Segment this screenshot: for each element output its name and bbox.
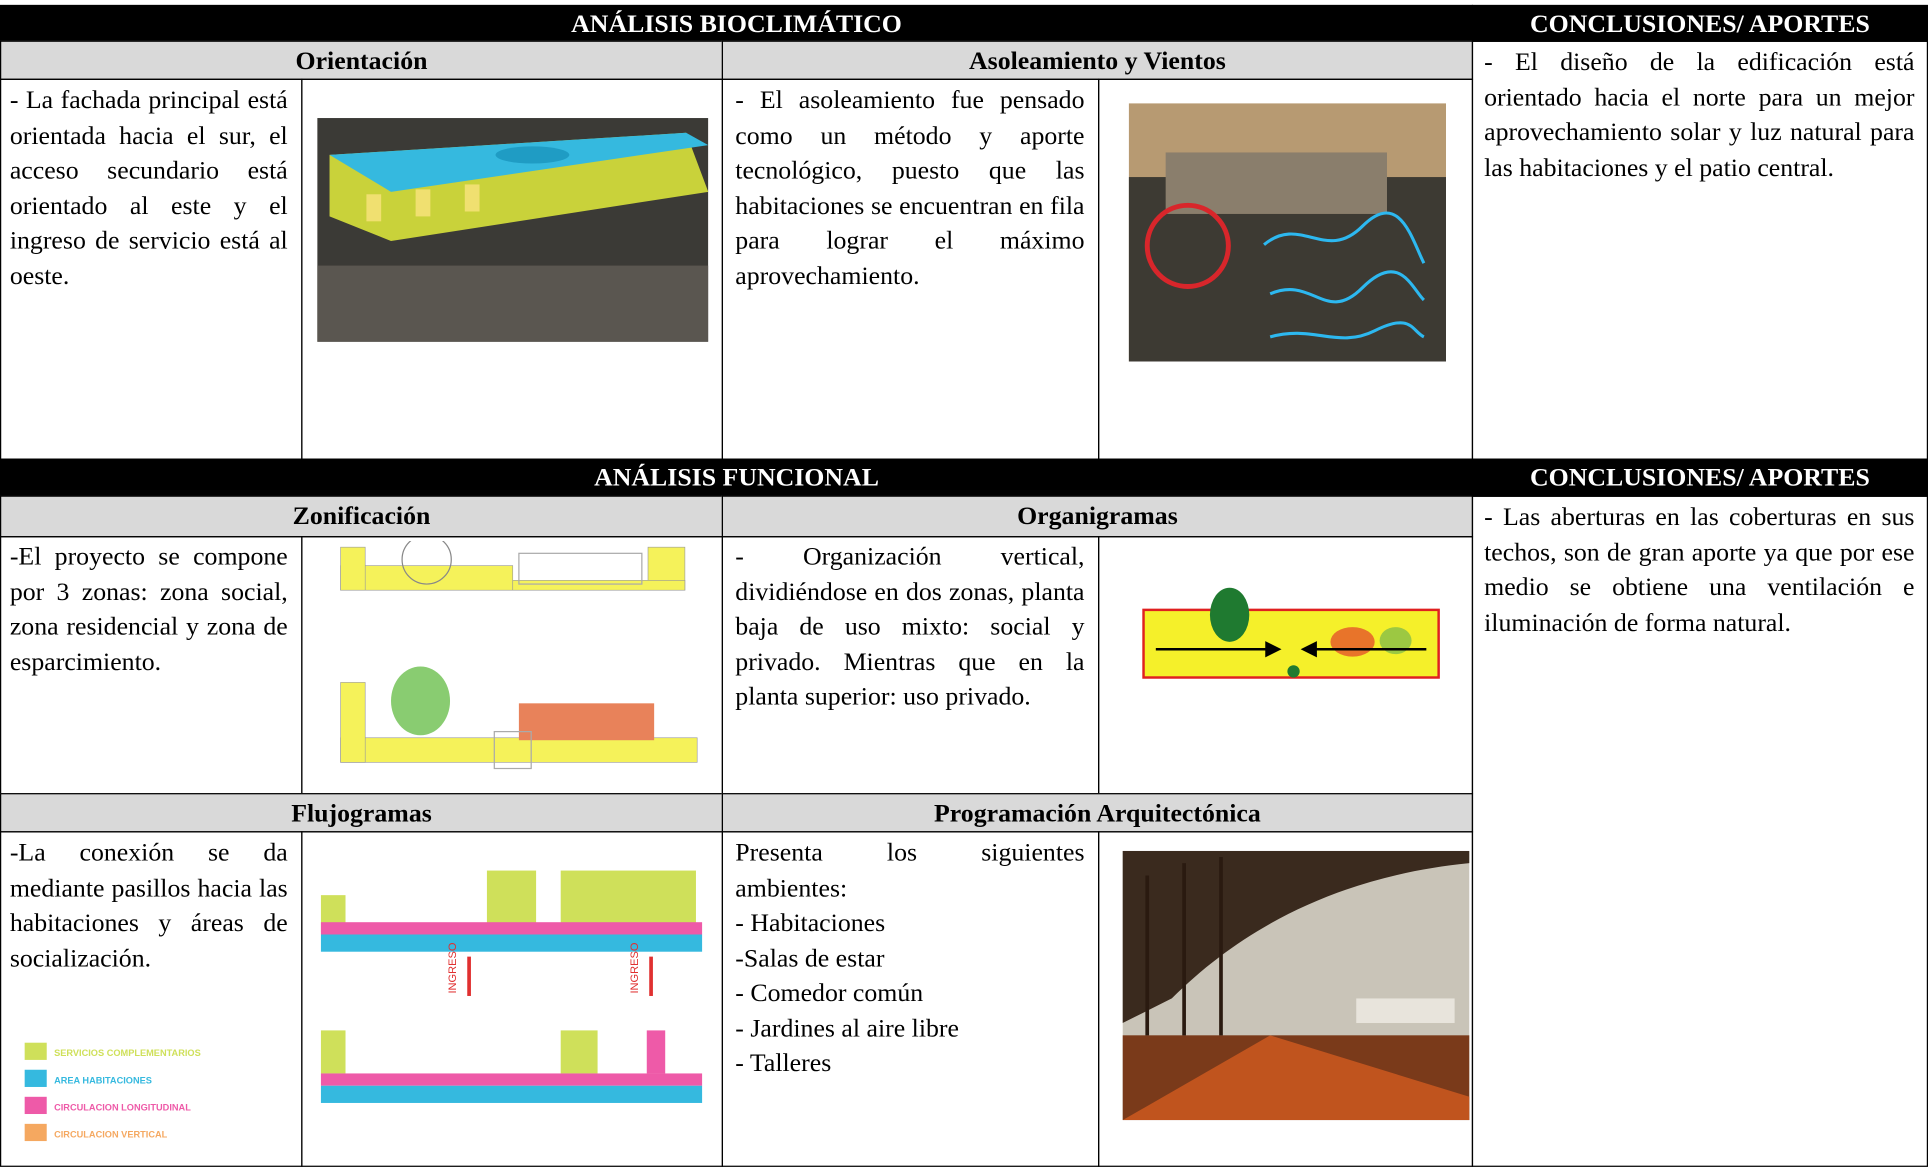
legend-label: AREA HABITACIONES xyxy=(54,1075,152,1085)
cell-text: -La conexión se da mediante pasillos hac… xyxy=(9,837,288,972)
building-photo xyxy=(317,118,709,342)
cell-heading: Orientación xyxy=(0,40,724,80)
list-intro: Presenta los siguientes ambientes: xyxy=(735,837,1085,902)
legend-label: CIRCULACION VERTICAL xyxy=(54,1129,168,1139)
cell-text: -El proyecto se compone por 3 zonas: zon… xyxy=(9,541,288,676)
conclusions-title: CONCLUSIONES/ APORTES xyxy=(1471,458,1928,497)
conclusions-text: - El diseño de la edificación está orien… xyxy=(1484,46,1915,182)
flow-plan: INGRESO INGRESO xyxy=(320,870,703,1103)
zoning-plan xyxy=(334,541,709,770)
legend-swatch xyxy=(24,1069,47,1087)
site-photo xyxy=(1128,103,1447,362)
interior-photo xyxy=(1122,850,1470,1121)
legend-label: CIRCULACION LONGITUDINAL xyxy=(54,1102,191,1112)
cell-heading: Organigramas xyxy=(721,495,1474,538)
entrance-label: INGRESO xyxy=(447,942,459,993)
cell-text: - Organización vertical, dividiéndose en… xyxy=(735,541,1085,711)
list-item: - Habitaciones xyxy=(735,907,886,937)
list-item: - Comedor común xyxy=(735,977,924,1008)
cell-heading: Flujogramas xyxy=(0,793,724,833)
cell-text: - La fachada principal está orientada ha… xyxy=(9,84,288,290)
section-title: ANÁLISIS FUNCIONAL xyxy=(0,458,1474,497)
cell-list: Presenta los siguientes ambientes: - Hab… xyxy=(735,835,1084,1080)
cell xyxy=(1471,495,1928,1167)
organigram xyxy=(1142,587,1440,679)
section-title: ANÁLISIS BIOCLIMÁTICO xyxy=(0,4,1474,42)
conclusions-title: CONCLUSIONES/ APORTES xyxy=(1471,4,1928,42)
legend-label: SERVICIOS COMPLEMENTARIOS xyxy=(54,1048,201,1058)
cell-text: - El asoleamiento fue pensado como un mé… xyxy=(735,84,1085,290)
conclusions-text: - Las aberturas en las coberturas en sus… xyxy=(1484,501,1915,637)
legend-swatch xyxy=(24,1123,47,1142)
cell-heading: Asoleamiento y Vientos xyxy=(721,40,1474,80)
legend-swatch xyxy=(24,1042,47,1060)
entrance-label: INGRESO xyxy=(629,942,641,993)
list-item: - Jardines al aire libre xyxy=(735,1012,959,1043)
list: - Habitaciones -Salas de estar - Comedor c… xyxy=(735,905,1084,1080)
cell-heading: Programación Arquitectónica xyxy=(721,793,1474,833)
legend-swatch xyxy=(24,1096,47,1115)
cell-heading: Zonificación xyxy=(0,495,724,538)
legend: SERVICIOS COMPLEMENTARIOS AREA HABITACION… xyxy=(24,1042,201,1142)
list-item: -Salas de estar xyxy=(735,942,885,972)
list-item: - Talleres xyxy=(735,1047,832,1078)
